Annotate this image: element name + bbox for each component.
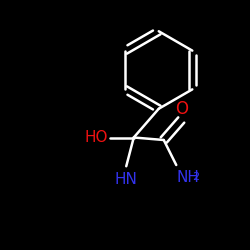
- Text: 2: 2: [192, 172, 200, 182]
- Text: HN: HN: [115, 172, 138, 188]
- Text: O: O: [175, 100, 188, 117]
- Text: NH: NH: [176, 170, 199, 185]
- Text: HO: HO: [84, 130, 108, 145]
